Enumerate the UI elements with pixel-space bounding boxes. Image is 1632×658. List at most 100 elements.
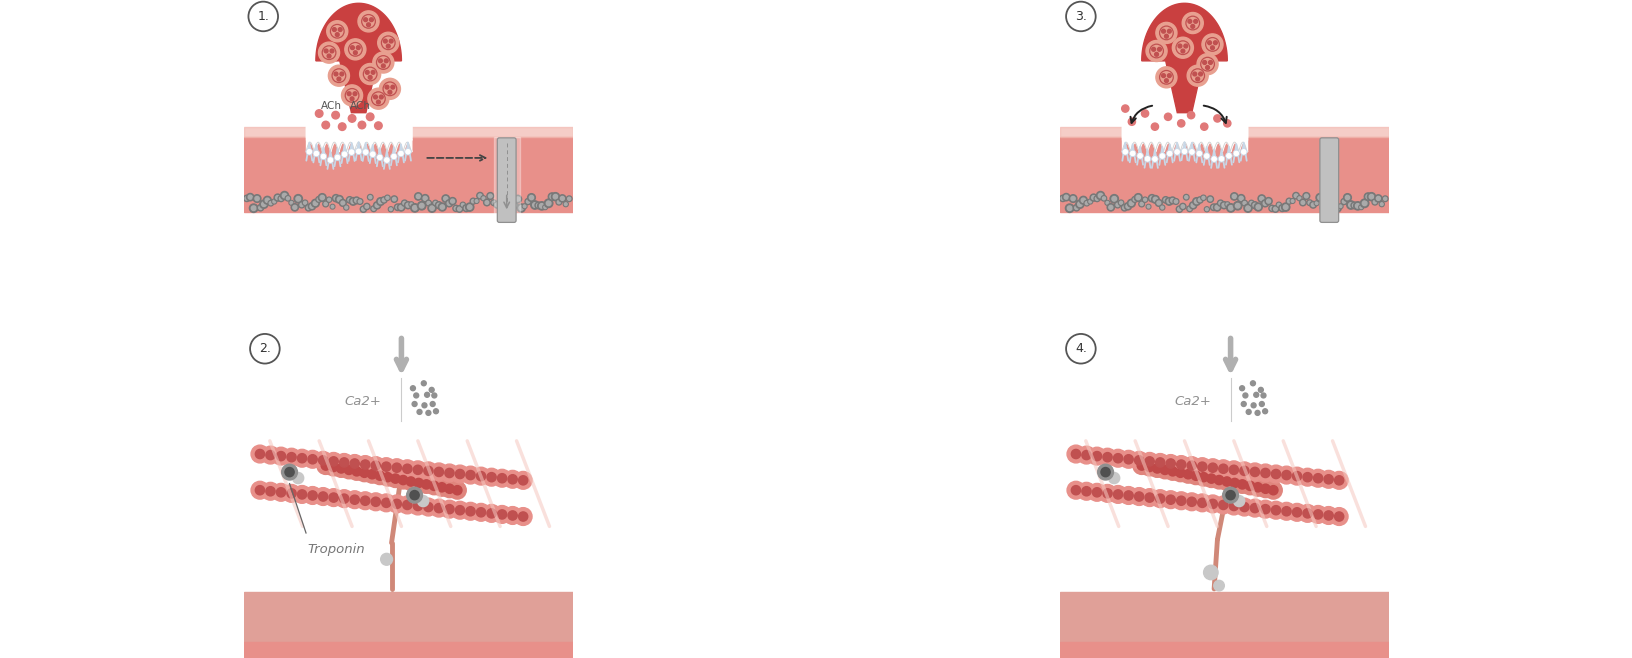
Circle shape xyxy=(335,154,341,161)
Circle shape xyxy=(289,201,294,205)
Circle shape xyxy=(432,478,450,496)
Circle shape xyxy=(1203,153,1209,159)
Circle shape xyxy=(255,486,264,495)
Circle shape xyxy=(519,206,524,211)
Circle shape xyxy=(462,466,480,484)
Circle shape xyxy=(1191,471,1201,480)
Circle shape xyxy=(1276,202,1281,207)
Circle shape xyxy=(470,198,477,204)
Circle shape xyxy=(379,95,384,99)
Circle shape xyxy=(1162,197,1169,203)
Circle shape xyxy=(374,202,380,209)
Circle shape xyxy=(1186,65,1208,86)
Circle shape xyxy=(1235,498,1253,516)
Circle shape xyxy=(356,492,374,510)
Circle shape xyxy=(290,204,299,211)
Circle shape xyxy=(1113,453,1123,463)
Circle shape xyxy=(287,489,295,498)
Circle shape xyxy=(361,496,370,505)
Circle shape xyxy=(1384,197,1387,200)
Circle shape xyxy=(1281,470,1291,480)
Circle shape xyxy=(250,204,258,213)
Circle shape xyxy=(1115,202,1121,208)
Circle shape xyxy=(436,202,442,209)
Circle shape xyxy=(1234,476,1252,494)
Circle shape xyxy=(434,409,439,414)
Circle shape xyxy=(322,121,330,129)
Circle shape xyxy=(261,482,279,500)
Circle shape xyxy=(1376,196,1381,201)
Circle shape xyxy=(1262,505,1270,514)
Circle shape xyxy=(441,464,459,482)
Circle shape xyxy=(1098,465,1113,480)
Circle shape xyxy=(1226,497,1242,515)
Circle shape xyxy=(472,199,475,203)
Circle shape xyxy=(1108,472,1120,484)
Circle shape xyxy=(1255,203,1262,211)
Circle shape xyxy=(304,450,322,468)
Circle shape xyxy=(294,449,312,467)
Circle shape xyxy=(377,154,384,161)
Circle shape xyxy=(1217,472,1235,490)
Circle shape xyxy=(419,462,437,480)
Circle shape xyxy=(1258,388,1263,392)
Circle shape xyxy=(318,456,328,465)
Circle shape xyxy=(366,70,369,74)
Circle shape xyxy=(387,196,388,199)
Circle shape xyxy=(292,205,297,209)
Circle shape xyxy=(1177,496,1186,505)
Circle shape xyxy=(465,507,475,516)
Circle shape xyxy=(349,197,357,205)
Circle shape xyxy=(1154,197,1157,201)
Circle shape xyxy=(1182,49,1185,53)
Circle shape xyxy=(1213,205,1216,209)
Circle shape xyxy=(1186,206,1193,212)
Circle shape xyxy=(1118,200,1124,205)
Circle shape xyxy=(353,92,357,95)
Circle shape xyxy=(1245,481,1255,490)
Circle shape xyxy=(1151,453,1169,471)
Circle shape xyxy=(1098,484,1116,502)
Circle shape xyxy=(431,463,447,481)
Circle shape xyxy=(1128,199,1136,207)
Circle shape xyxy=(410,491,419,500)
Circle shape xyxy=(1141,489,1159,507)
Circle shape xyxy=(1167,199,1172,203)
Circle shape xyxy=(1155,461,1173,479)
Circle shape xyxy=(1333,204,1342,212)
Circle shape xyxy=(1162,491,1180,509)
Circle shape xyxy=(1178,207,1182,211)
Circle shape xyxy=(261,446,279,464)
Circle shape xyxy=(1315,202,1319,205)
Circle shape xyxy=(259,206,263,209)
Circle shape xyxy=(1247,463,1263,481)
Circle shape xyxy=(1299,199,1306,206)
Circle shape xyxy=(1253,203,1257,207)
Circle shape xyxy=(1152,47,1155,51)
Circle shape xyxy=(353,467,361,476)
Circle shape xyxy=(1198,498,1208,507)
Circle shape xyxy=(1102,195,1106,201)
Circle shape xyxy=(1345,195,1350,200)
Circle shape xyxy=(1188,207,1191,211)
Circle shape xyxy=(504,470,522,488)
Circle shape xyxy=(1146,41,1167,62)
Circle shape xyxy=(1293,472,1302,481)
Circle shape xyxy=(1234,495,1245,507)
Circle shape xyxy=(255,197,259,201)
Circle shape xyxy=(385,195,390,201)
Circle shape xyxy=(1149,195,1155,202)
Circle shape xyxy=(356,464,374,482)
Circle shape xyxy=(1108,205,1113,209)
Circle shape xyxy=(1279,205,1286,211)
Circle shape xyxy=(263,196,271,204)
Circle shape xyxy=(1240,503,1248,512)
Circle shape xyxy=(429,388,434,392)
Circle shape xyxy=(1217,200,1224,206)
Circle shape xyxy=(1302,509,1312,518)
Circle shape xyxy=(1374,195,1382,202)
Circle shape xyxy=(326,197,331,202)
Circle shape xyxy=(547,201,552,205)
Circle shape xyxy=(557,201,560,204)
Circle shape xyxy=(1211,204,1217,211)
